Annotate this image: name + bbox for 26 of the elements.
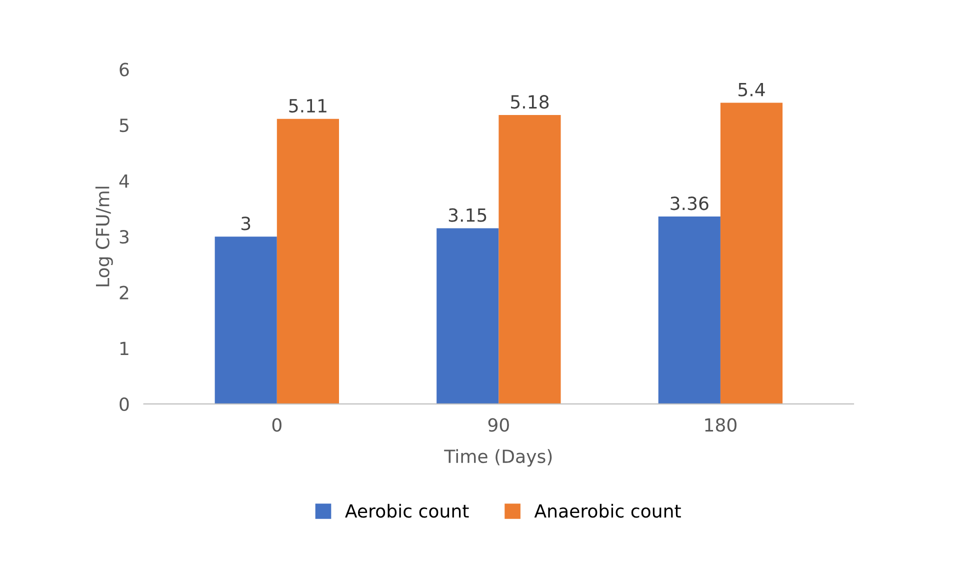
data-label: 5.4 <box>738 83 765 96</box>
y-tick-label: 6 <box>120 62 129 76</box>
legend-label: Aerobic count <box>345 504 469 518</box>
bar <box>436 228 499 404</box>
bar <box>658 216 720 404</box>
legend-label: Anaerobic count <box>534 504 681 518</box>
data-label: 3.15 <box>448 208 486 222</box>
data-label: 5.11 <box>289 99 326 113</box>
x-tick-label: 90 <box>488 418 509 432</box>
y-tick-label: 0 <box>120 397 129 412</box>
y-tick-label: 1 <box>120 342 128 355</box>
y-tick-label: 2 <box>120 286 128 300</box>
bar <box>720 102 783 404</box>
y-axis-title: Log CFU/ml <box>95 186 113 286</box>
x-tick-label: 0 <box>272 418 282 432</box>
y-tick-label: 3 <box>120 230 129 244</box>
data-label: 3.36 <box>670 196 708 210</box>
y-tick-label: 5 <box>120 118 128 132</box>
x-axis-title: Time (Days) <box>444 449 552 467</box>
y-tick-label: 4 <box>119 174 129 188</box>
bar <box>214 236 277 404</box>
bar <box>498 114 561 404</box>
bar <box>276 118 340 404</box>
x-tick-label: 180 <box>705 418 736 432</box>
data-label: 5.18 <box>511 95 549 109</box>
data-label: 3 <box>241 216 250 230</box>
